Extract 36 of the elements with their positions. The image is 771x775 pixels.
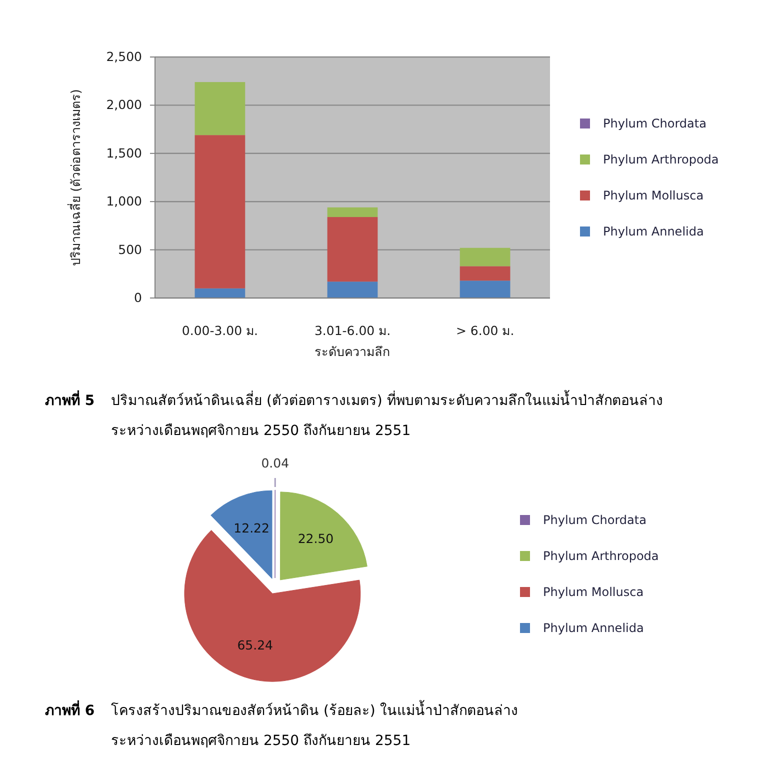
- bar: [327, 282, 378, 298]
- text: ภาพที่ 5: [45, 389, 96, 411]
- legend-label: Phylum Mollusca: [543, 585, 644, 600]
- y-tick-label: 2,000: [106, 97, 142, 112]
- y-tick-label: 1,000: [106, 194, 142, 209]
- x-axis-title: ระดับความลึก: [314, 344, 390, 359]
- y-axis-title: ปริมาณเฉลี่ย (ตัวต่อตารางเมตร): [67, 89, 83, 266]
- data-label: 22.50: [298, 530, 334, 546]
- legend-label: Phylum Annelida: [603, 224, 704, 239]
- data-label: 12.22: [234, 520, 270, 536]
- legend-label: Phylum Chordata: [543, 513, 646, 528]
- y-tick-label: 500: [118, 242, 142, 257]
- y-tick-label: 2,500: [106, 49, 142, 64]
- bar: [194, 135, 246, 288]
- text: โครงสร้างปริมาณของสัตว์หน้าดิน (ร้อยละ) ในแม่น้ำป่าสักตอนล่าง ระหว่างเดือนพฤศจิกายน 2550 ถึงกันยายน 2551: [111, 699, 518, 751]
- y-tick-label: 0: [134, 290, 142, 305]
- bar: [460, 266, 510, 281]
- bar: [460, 280, 510, 298]
- legend-label: Phylum Chordata: [603, 116, 706, 131]
- x-tick-label: > 6.00 ม.: [456, 322, 514, 338]
- text: ปริมาณสัตว์หน้าดินเฉลี่ย (ตัวต่อตารางเมตร) ที่พบตามระดับความลึกในแม่น้ำป่าสักตอนล่าง ระหว่างเดือนพฤศจิกายน 2550 ถึงกันยายน 2551: [111, 389, 663, 441]
- text: ภาพที่ 6: [45, 699, 96, 721]
- data-label: 0.04: [261, 456, 290, 470]
- y-tick-label: 1,500: [106, 145, 142, 160]
- bar: [327, 207, 378, 218]
- x-tick-label: 0.00-3.00 ม.: [182, 322, 258, 338]
- bar: [194, 288, 246, 298]
- bar: [460, 248, 510, 266]
- legend-label: Phylum Arthropoda: [543, 549, 659, 564]
- legend-label: Phylum Annelida: [543, 621, 644, 636]
- bar: [327, 217, 378, 282]
- bar: [194, 82, 246, 136]
- data-label: 65.24: [237, 638, 274, 653]
- legend-label: Phylum Arthropoda: [603, 152, 719, 167]
- legend-label: Phylum Mollusca: [603, 188, 704, 203]
- x-tick-label: 3.01-6.00 ม.: [314, 322, 391, 338]
